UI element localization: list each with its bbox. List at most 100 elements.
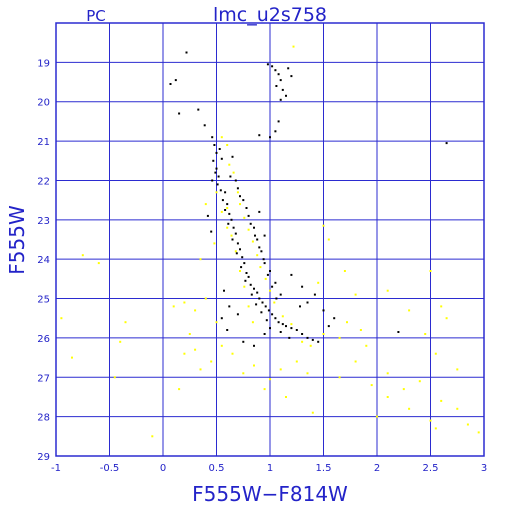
data-point-yellow: [440, 399, 443, 402]
data-point-black: [306, 301, 309, 304]
data-point-black: [263, 333, 266, 335]
data-point-yellow: [424, 333, 427, 335]
data-point-yellow: [477, 431, 480, 434]
x-tick-label: 1.5: [316, 463, 332, 474]
data-point-black: [247, 275, 250, 278]
data-point-black: [277, 120, 280, 123]
data-point-black: [226, 329, 229, 331]
data-point-black: [281, 88, 284, 91]
data-point-black: [239, 195, 241, 198]
data-point-yellow: [204, 297, 207, 300]
data-point-black: [275, 85, 278, 87]
data-point-yellow: [251, 240, 254, 243]
data-point-black: [288, 336, 291, 339]
data-point-black: [263, 262, 266, 265]
data-point-black: [220, 317, 223, 320]
data-point-yellow: [317, 281, 320, 284]
data-point-black: [213, 144, 216, 146]
data-point-black: [212, 159, 215, 162]
data-point-yellow: [269, 289, 271, 292]
data-point-black: [244, 279, 247, 282]
y-axis-label: F555W: [5, 205, 29, 275]
data-point-yellow: [178, 388, 181, 391]
data-point-black: [228, 305, 231, 308]
data-point-black: [239, 248, 241, 251]
data-point-black: [253, 287, 255, 290]
data-point-yellow: [231, 352, 234, 355]
data-point-black: [281, 323, 284, 326]
data-point-yellow: [370, 384, 373, 387]
data-point-yellow: [295, 360, 298, 363]
data-point-black: [269, 136, 271, 139]
data-point-black: [211, 179, 214, 182]
data-point-black: [260, 311, 263, 314]
data-point-black: [279, 98, 282, 101]
data-point-yellow: [113, 376, 116, 379]
data-point-black: [266, 273, 269, 276]
data-point-black: [223, 289, 225, 292]
data-point-yellow: [456, 407, 459, 410]
data-point-black: [306, 336, 309, 339]
x-tick-label: 1: [267, 463, 273, 474]
data-point-black: [274, 130, 277, 133]
data-point-black: [247, 214, 250, 217]
data-point-black: [263, 234, 266, 237]
x-tick-label: -0.5: [100, 463, 120, 474]
data-point-black: [271, 313, 274, 316]
data-point-yellow: [322, 224, 325, 227]
data-point-yellow: [220, 210, 223, 213]
data-point-yellow: [183, 352, 186, 355]
data-point-black: [206, 214, 209, 217]
grid-lines: [55, 23, 485, 457]
data-point-black: [216, 183, 219, 186]
data-point-yellow: [199, 368, 202, 371]
y-tick-label: 20: [37, 98, 50, 109]
data-point-black: [231, 238, 234, 241]
x-tick-label: -1: [51, 463, 61, 474]
data-point-black: [245, 272, 248, 274]
data-point-black: [217, 175, 220, 178]
data-point-black: [261, 301, 264, 304]
data-point-black: [269, 270, 271, 272]
data-point-yellow: [376, 415, 378, 418]
data-point-yellow: [226, 144, 229, 146]
data-point-black: [290, 75, 293, 78]
data-point-yellow: [188, 333, 191, 335]
data-point-black: [249, 222, 252, 225]
data-point-black: [327, 325, 330, 328]
data-point-black: [224, 209, 227, 211]
data-point-black: [266, 63, 269, 66]
data-point-black: [250, 293, 253, 296]
data-point-black: [229, 175, 232, 178]
data-point-yellow: [194, 309, 197, 312]
data-point-yellow: [204, 203, 207, 206]
data-point-yellow: [301, 340, 304, 343]
x-tick-labels: -1 -0.5 0 0.5 1 1.5 2 2.5 3: [51, 463, 487, 474]
data-point-yellow: [440, 305, 443, 308]
data-point-black: [445, 142, 448, 145]
data-point-yellow: [343, 270, 346, 272]
data-point-black: [236, 242, 239, 245]
y-tick-labels: 19 20 21 22 23 24 25 26 27 28 29: [37, 58, 50, 463]
data-point-yellow: [434, 352, 437, 355]
y-tick-label: 29: [37, 452, 50, 463]
data-point-yellow: [338, 376, 341, 379]
data-point-yellow: [429, 419, 432, 422]
data-point-yellow: [210, 360, 213, 363]
data-point-black: [253, 226, 255, 229]
data-point-yellow: [239, 270, 241, 272]
y-tick-label: 27: [37, 373, 50, 384]
data-point-yellow: [292, 45, 295, 48]
data-point-yellow: [230, 234, 233, 237]
data-point-yellow: [354, 360, 357, 363]
data-point-black: [290, 327, 293, 330]
data-point-black: [277, 321, 280, 324]
data-point-black: [185, 51, 188, 54]
data-point-yellow: [408, 407, 411, 410]
data-point-yellow: [215, 321, 218, 324]
data-point-yellow: [285, 396, 287, 398]
data-point-yellow: [429, 270, 432, 272]
data-point-black: [311, 338, 314, 341]
